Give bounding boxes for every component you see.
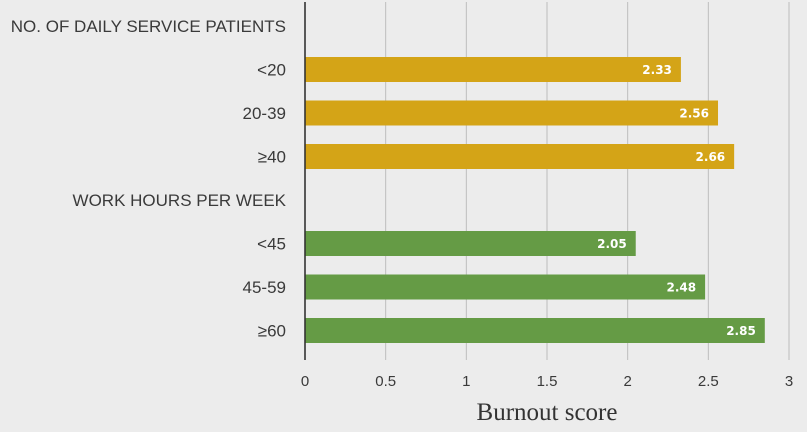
bar-patients bbox=[305, 100, 719, 126]
bar-hours bbox=[305, 274, 706, 300]
category-label: ≥40 bbox=[258, 148, 286, 167]
bar-hours bbox=[305, 318, 765, 343]
bar-value-label: 2.33 bbox=[642, 63, 672, 77]
gridlines bbox=[385, 2, 790, 360]
x-tick-label: 2.5 bbox=[698, 373, 719, 390]
bar-hours bbox=[305, 231, 636, 256]
bar-value-label: 2.56 bbox=[679, 107, 709, 121]
bar-value-label: 2.85 bbox=[726, 324, 756, 338]
x-tick-label: 1.5 bbox=[537, 373, 558, 390]
x-tick-labels: 0 0.5 1 1.5 2 2.5 3 bbox=[301, 373, 793, 390]
category-label: ≥60 bbox=[258, 322, 286, 341]
category-label: <20 bbox=[257, 61, 286, 80]
category-label: 20-39 bbox=[243, 104, 286, 123]
group-header-label: WORK HOURS PER WEEK bbox=[73, 191, 287, 210]
group-header-label: NO. OF DAILY SERVICE PATIENTS bbox=[11, 17, 286, 36]
x-tick-label: 0.5 bbox=[375, 373, 396, 390]
bar-value-label: 2.48 bbox=[666, 281, 696, 295]
category-labels: NO. OF DAILY SERVICE PATIENTS <20 20-39 ≥40… bbox=[11, 17, 287, 341]
x-tick-label: 2 bbox=[623, 373, 631, 390]
category-label: 45-59 bbox=[243, 278, 286, 297]
category-label: <45 bbox=[257, 235, 286, 254]
x-axis-title: Burnout score bbox=[477, 399, 618, 426]
bars: 2.33 2.56 2.66 2.05 2.48 2.85 bbox=[305, 57, 765, 343]
bar-patients bbox=[305, 144, 735, 169]
bar-patients bbox=[305, 57, 681, 82]
x-tick-label: 0 bbox=[301, 373, 309, 390]
x-tick-label: 3 bbox=[785, 373, 793, 390]
bar-value-label: 2.05 bbox=[597, 237, 627, 251]
x-tick-label: 1 bbox=[462, 373, 470, 390]
bar-value-label: 2.66 bbox=[696, 150, 726, 164]
